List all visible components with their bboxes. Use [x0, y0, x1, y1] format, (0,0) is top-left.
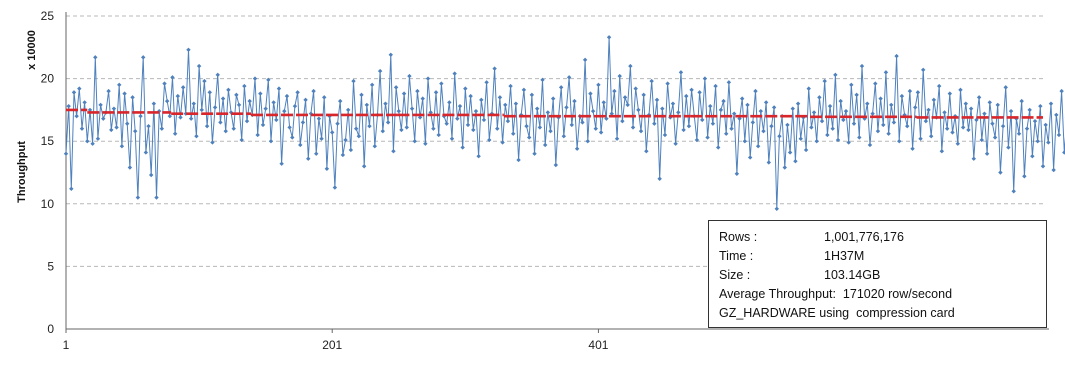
average-throughput-text: Average Throughput: 171020 row/second — [719, 285, 952, 304]
info-key: Size : — [719, 266, 824, 285]
y-tick-label: 25 — [41, 9, 55, 23]
info-value: 1H37M — [824, 247, 864, 266]
info-value: 103.14GB — [824, 266, 880, 285]
info-key: Time : — [719, 247, 824, 266]
summary-info-box: Rows : 1,001,776,176 Time : 1H37M Size :… — [708, 220, 1047, 328]
info-row-mode: GZ_HARDWARE using compression card — [719, 304, 1036, 323]
x-tick-label: 1 — [63, 338, 70, 352]
info-value: 1,001,776,176 — [824, 228, 904, 247]
y-tick-label: 15 — [41, 134, 55, 148]
y-tick-label: 10 — [41, 197, 55, 211]
y-tick-label: 0 — [47, 322, 54, 336]
y-axis-title: Throughput — [16, 141, 28, 203]
y-axis-multiplier-label: x 10000 — [26, 30, 38, 70]
info-row-rows: Rows : 1,001,776,176 — [719, 228, 1036, 247]
info-row-size: Size : 103.14GB — [719, 266, 1036, 285]
y-tick-label: 5 — [47, 259, 54, 273]
x-tick-label: 401 — [588, 338, 608, 352]
compression-mode-text: GZ_HARDWARE using compression card — [719, 304, 955, 323]
x-tick-label: 201 — [322, 338, 342, 352]
info-row-time: Time : 1H37M — [719, 247, 1036, 266]
info-key: Rows : — [719, 228, 824, 247]
info-row-average-throughput: Average Throughput: 171020 row/second — [719, 285, 1036, 304]
y-tick-label: 20 — [41, 72, 55, 86]
